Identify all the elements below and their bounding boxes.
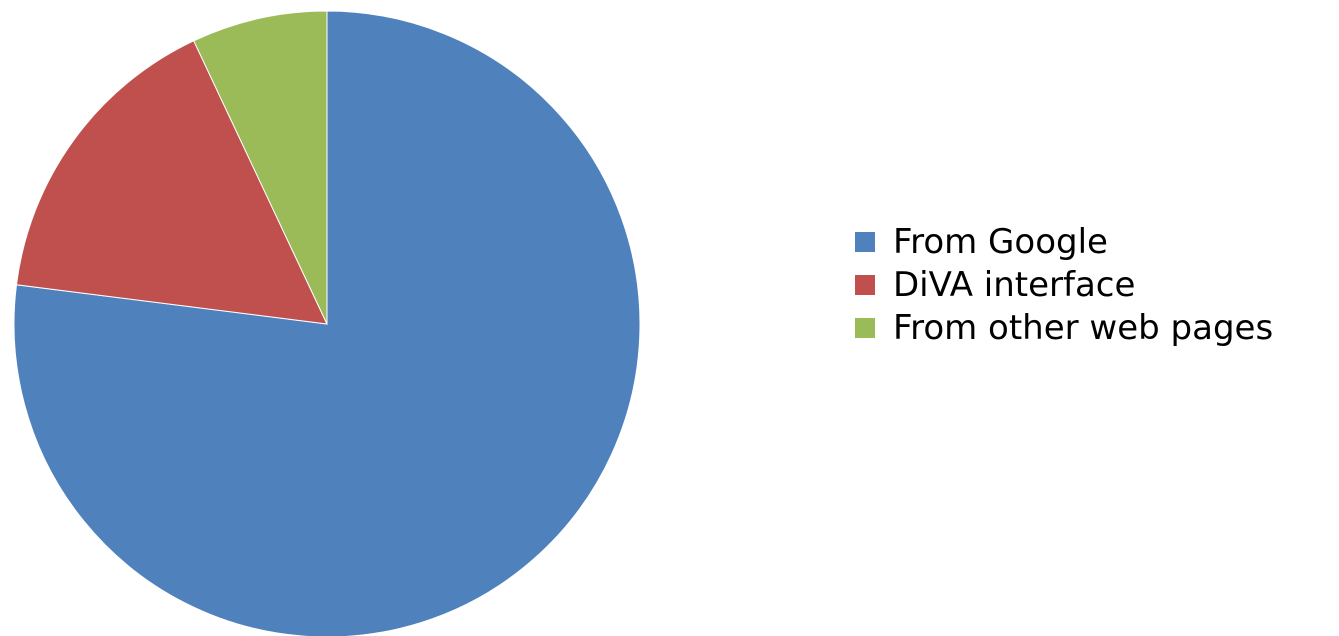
- legend: From Google DiVA interface From other we…: [855, 220, 1273, 349]
- legend-item-diva-interface: DiVA interface: [855, 263, 1273, 306]
- legend-swatch: [855, 274, 875, 295]
- pie-plot-area: [13, 10, 641, 636]
- legend-label: From Google: [893, 221, 1108, 262]
- pie-slice-from-other-web-pages: [193, 10, 328, 325]
- legend-swatch: [855, 231, 875, 252]
- legend-swatch: [855, 317, 875, 338]
- pie-slice-from-google: [13, 10, 641, 636]
- legend-item-from-google: From Google: [855, 220, 1273, 263]
- legend-item-from-other-web-pages: From other web pages: [855, 306, 1273, 349]
- legend-label: DiVA interface: [893, 264, 1136, 305]
- legend-label: From other web pages: [893, 307, 1274, 348]
- pie-slice-diva-interface: [15, 40, 328, 325]
